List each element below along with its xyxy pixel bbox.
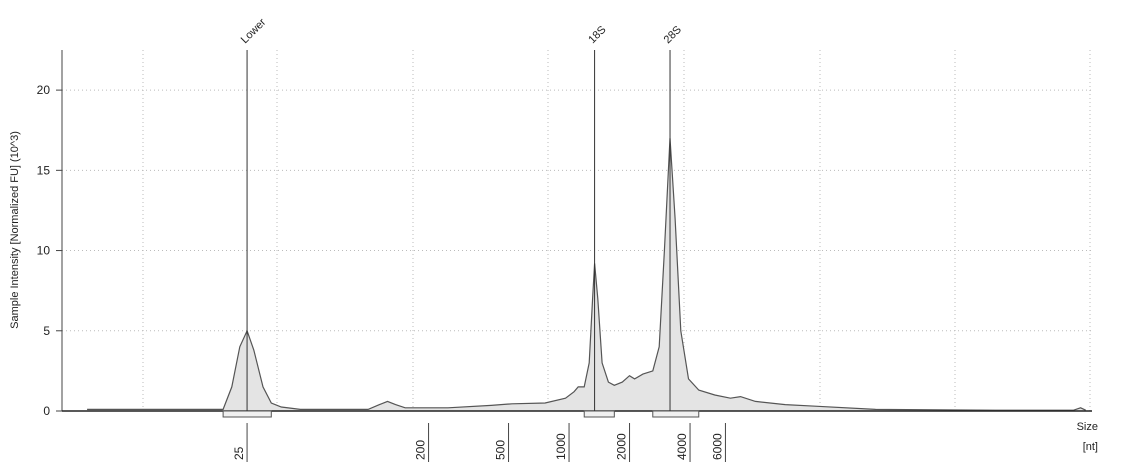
x-tick-label: 500 bbox=[494, 440, 508, 460]
peak-region bbox=[652, 410, 700, 418]
x-tick-label: 1000 bbox=[554, 433, 568, 460]
vertical-grid bbox=[142, 50, 1091, 411]
y-tick-label: 20 bbox=[37, 83, 51, 97]
marker-label: 18S bbox=[586, 24, 608, 46]
area bbox=[87, 138, 1086, 411]
x-tick-label: 2000 bbox=[615, 433, 629, 460]
x-tick-label: 25 bbox=[232, 446, 246, 460]
marker-label: Lower bbox=[239, 16, 269, 46]
y-tick-label: 0 bbox=[43, 404, 50, 418]
y-tick-label: 5 bbox=[43, 324, 50, 338]
marker-label: 28S bbox=[662, 24, 684, 46]
y-tick-label: 15 bbox=[37, 163, 51, 177]
y-tick-label: 10 bbox=[37, 244, 51, 258]
x-axis-label: Size bbox=[1077, 421, 1098, 433]
x-axis-label: [nt] bbox=[1083, 441, 1098, 453]
peak-region bbox=[222, 410, 272, 418]
x-tick-label: 6000 bbox=[710, 433, 724, 460]
peak-region bbox=[583, 410, 615, 418]
trace-line bbox=[87, 138, 1086, 411]
x-tick-label: 200 bbox=[414, 440, 428, 460]
y-axis-label: Sample Intensity [Normalized FU] (10^3) bbox=[9, 131, 21, 329]
x-tick-label: 4000 bbox=[675, 433, 689, 460]
